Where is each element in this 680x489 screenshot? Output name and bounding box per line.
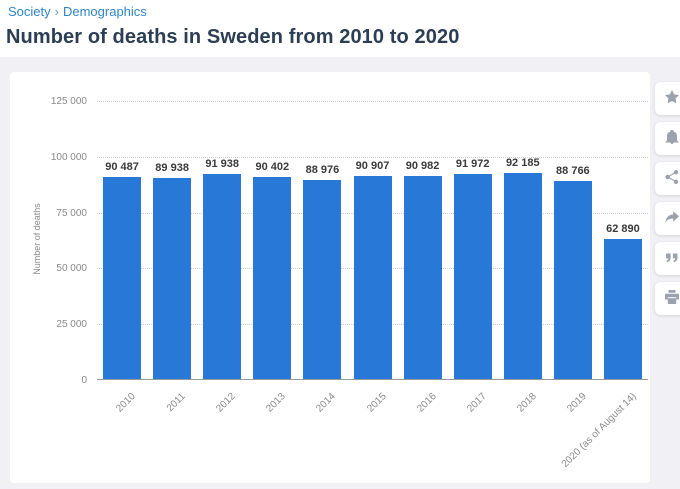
- bar-value-label: 88 976: [305, 164, 340, 177]
- breadcrumb-separator: ›: [54, 4, 59, 19]
- bar[interactable]: [553, 180, 592, 379]
- gridline: [97, 101, 648, 102]
- x-axis-label: 2018: [515, 391, 539, 415]
- bar[interactable]: [403, 175, 442, 379]
- y-axis-title: Number of deaths: [32, 203, 42, 275]
- bar[interactable]: [603, 238, 642, 379]
- quote-icon: [665, 250, 679, 267]
- share-alt-icon: [665, 210, 679, 227]
- star-icon: [665, 90, 679, 107]
- notify-button[interactable]: [655, 122, 680, 155]
- y-axis-tick-label: 75 000: [56, 207, 87, 219]
- favorite-button[interactable]: [655, 82, 680, 115]
- bar[interactable]: [453, 173, 492, 379]
- bar-value-label: 90 907: [355, 160, 390, 173]
- y-axis-tick-label: 25 000: [56, 319, 87, 331]
- y-axis-tick-label: 125 000: [50, 96, 87, 107]
- x-axis-line: [97, 379, 648, 380]
- print-button[interactable]: [655, 282, 680, 315]
- chart-card: Number of deaths 0 25 000 50 000 75 000 100 …: [10, 72, 650, 483]
- share-icon: [665, 170, 679, 187]
- cite-button[interactable]: [655, 242, 680, 275]
- x-axis-label: 2015: [364, 391, 389, 415]
- bar-value-label: 89 938: [155, 162, 189, 175]
- y-axis-tick-label: 0: [81, 375, 87, 386]
- print-icon: [665, 290, 679, 307]
- bar[interactable]: [103, 177, 142, 379]
- bar-value-label: 91 938: [205, 157, 240, 170]
- x-axis-label: 2013: [264, 391, 289, 415]
- bar-value-label: 92 185: [505, 157, 540, 170]
- y-axis-tick-label: 50 000: [56, 263, 87, 275]
- x-axis-label: 2017: [464, 391, 489, 415]
- share-alt-button[interactable]: [655, 202, 680, 235]
- y-axis-tick-label: 100 000: [50, 151, 87, 163]
- bar-value-label: 88 766: [556, 164, 590, 177]
- breadcrumb: Society › Demographics: [8, 4, 147, 19]
- x-axis-label: 2011: [164, 391, 188, 414]
- bell-icon: [665, 129, 679, 147]
- bar-value-label: 91 972: [455, 157, 490, 170]
- breadcrumb-link-demographics[interactable]: Demographics: [62, 4, 147, 19]
- plot-area: [97, 101, 648, 380]
- bar[interactable]: [203, 173, 242, 379]
- x-axis-label: 2014: [314, 391, 339, 415]
- page-title: Number of deaths in Sweden from 2010 to …: [6, 26, 460, 48]
- bar[interactable]: [503, 173, 542, 379]
- bar[interactable]: [353, 176, 392, 379]
- bar[interactable]: [303, 180, 342, 379]
- share-button[interactable]: [655, 162, 680, 195]
- x-axis-label: 2010: [114, 391, 138, 415]
- bar-value-label: 90 982: [405, 159, 440, 172]
- gridline: [97, 156, 648, 158]
- x-axis-label: 2016: [414, 391, 439, 415]
- x-axis-label: 2012: [214, 391, 238, 415]
- bar-value-label: 90 487: [105, 161, 139, 174]
- x-axis-label: 2019: [565, 391, 589, 415]
- bar[interactable]: [253, 177, 292, 379]
- breadcrumb-link-society[interactable]: Society: [8, 4, 51, 19]
- bar-value-label: 90 402: [255, 161, 290, 174]
- bar[interactable]: [153, 178, 192, 379]
- bar-value-label: 62 890: [606, 222, 640, 235]
